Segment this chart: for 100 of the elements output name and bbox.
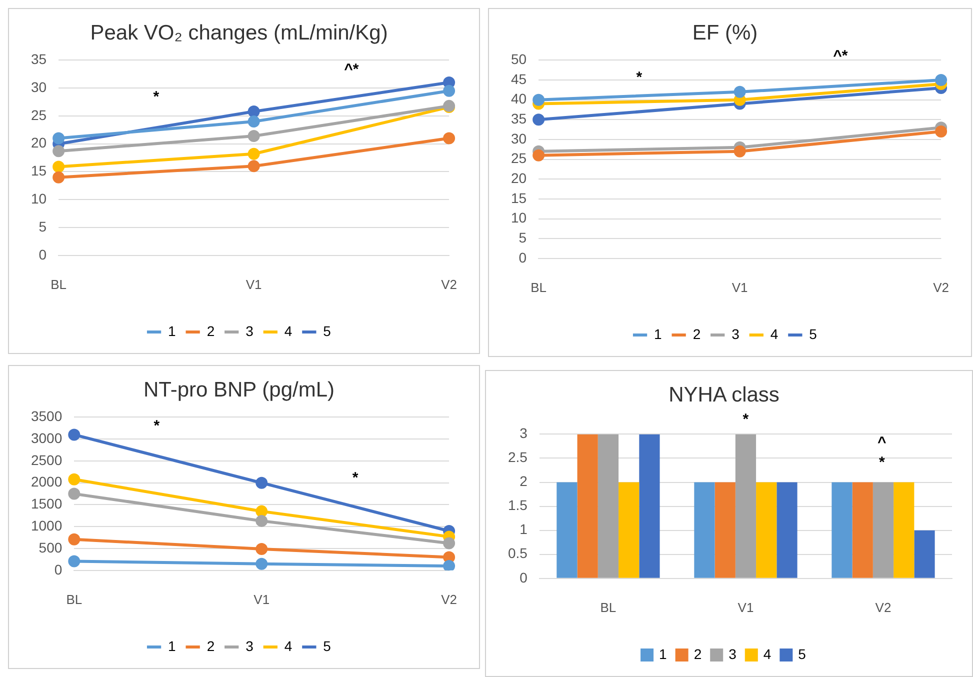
point (443, 84, 456, 97)
x-tick-label: BL (66, 592, 82, 607)
legend-label: 2 (694, 646, 702, 662)
y-tick-label: 3500 (30, 408, 62, 424)
point (734, 145, 746, 158)
point (68, 473, 80, 486)
point (248, 116, 260, 128)
y-tick-label: 2500 (30, 452, 62, 468)
point (256, 558, 268, 570)
chart-title: NYHA class (668, 383, 780, 406)
y-tick-label: 0 (38, 246, 47, 262)
point (248, 160, 260, 172)
legend-label: 4 (763, 646, 772, 662)
x-tick-label: V1 (246, 276, 262, 292)
point (68, 488, 80, 500)
x-tick-label: V2 (875, 600, 892, 615)
point (532, 94, 545, 106)
bar (577, 434, 598, 578)
point (52, 160, 65, 173)
point (68, 428, 80, 441)
y-tick-label: 1500 (30, 496, 62, 512)
y-tick-label: 3000 (30, 430, 62, 446)
bar (598, 434, 619, 578)
point (532, 149, 545, 162)
point (68, 533, 80, 546)
y-tick-label: 0 (520, 569, 528, 586)
x-tick-label: V2 (933, 280, 950, 295)
y-tick-label: 0 (518, 249, 527, 266)
bar (735, 434, 756, 578)
legend-label: 5 (809, 326, 818, 342)
y-tick-label: 35 (30, 51, 47, 68)
point (248, 130, 260, 142)
point (532, 114, 545, 126)
y-tick-label: 1.5 (508, 497, 528, 514)
point (443, 537, 456, 550)
bar (914, 530, 935, 578)
y-tick-label: 25 (30, 106, 47, 123)
x-tick-label: BL (530, 280, 547, 295)
legend-label: 3 (246, 322, 254, 339)
bar (894, 482, 914, 578)
annotation: * (878, 454, 885, 472)
y-tick-label: 20 (30, 134, 47, 151)
point (52, 145, 65, 158)
point (52, 171, 65, 184)
y-tick-label: 15 (510, 190, 527, 206)
y-tick-label: 10 (30, 190, 47, 206)
point (443, 132, 456, 144)
bar (694, 482, 715, 578)
legend-label: 5 (323, 322, 332, 339)
legend-label: 3 (246, 638, 254, 654)
annotation: * (154, 418, 160, 435)
point (256, 542, 268, 555)
legend-label: 1 (654, 326, 662, 342)
annotation: ^* (833, 47, 848, 64)
y-tick-label: 10 (510, 210, 527, 226)
chart-title: NT-pro BNP (pg/mL) (144, 378, 334, 402)
legend-label: 4 (770, 326, 778, 342)
annotation: ^* (344, 61, 359, 78)
y-tick-label: 0 (54, 561, 62, 578)
legend-label: 5 (798, 646, 806, 662)
legend-label: 4 (284, 638, 292, 654)
x-tick-label: BL (50, 276, 67, 292)
x-tick-label: V2 (441, 276, 458, 292)
point (52, 132, 65, 144)
bar (556, 482, 578, 578)
legend-label: 3 (728, 646, 737, 662)
point (734, 86, 746, 98)
annotation: * (153, 88, 160, 106)
bar (618, 482, 640, 578)
y-tick-label: 25 (510, 150, 527, 166)
legend-label: 1 (659, 646, 668, 662)
y-tick-label: 15 (30, 162, 47, 179)
y-tick-label: 2.5 (508, 449, 528, 466)
annotation: ^ (877, 434, 886, 451)
bar (872, 482, 894, 578)
legend-label: 2 (692, 326, 701, 342)
point (248, 148, 260, 160)
point (248, 106, 260, 118)
point (68, 555, 80, 568)
bar (714, 482, 736, 578)
legend-label: 4 (284, 322, 292, 339)
y-tick-label: 30 (30, 78, 47, 95)
point (256, 505, 268, 518)
legend-label: 5 (323, 638, 332, 654)
point (443, 551, 456, 564)
annotation: * (352, 470, 358, 487)
x-tick-label: V1 (732, 280, 748, 295)
legend-label: 1 (168, 638, 176, 654)
chart-title: Peak VO₂ changes (mL/min/Kg) (90, 21, 388, 44)
text: * (742, 410, 749, 428)
y-tick-label: 45 (510, 70, 527, 87)
y-tick-label: 40 (510, 90, 527, 107)
point (443, 560, 456, 570)
x-tick-label: V1 (254, 592, 270, 607)
bar (756, 482, 777, 578)
y-tick-label: 2 (520, 473, 528, 490)
y-tick-label: 30 (510, 130, 527, 146)
legend-label: 1 (168, 322, 176, 339)
y-tick-label: 0.5 (508, 545, 528, 562)
legend-label: 2 (206, 322, 215, 339)
